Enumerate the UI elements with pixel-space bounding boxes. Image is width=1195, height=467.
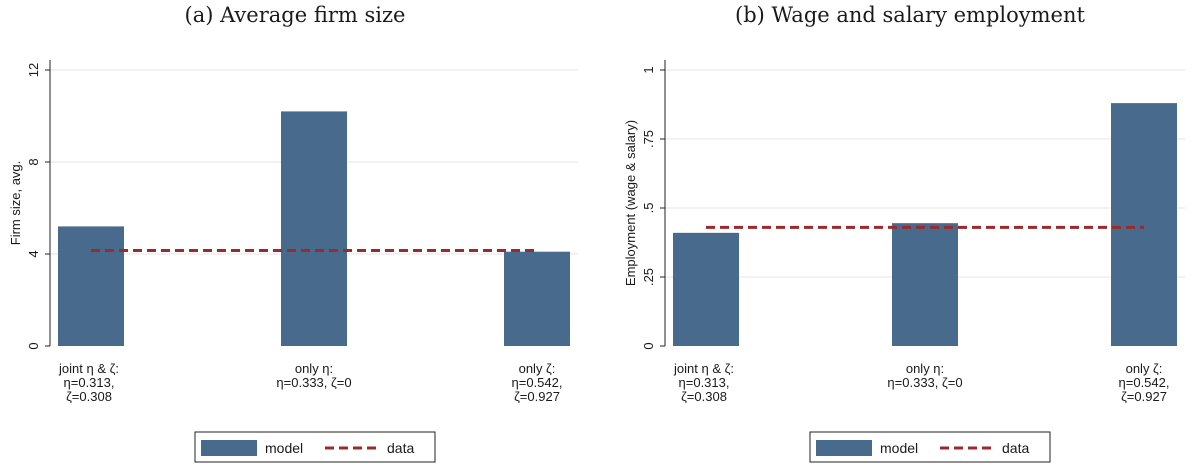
x-category-label: only ζ: (1126, 361, 1163, 376)
bar-3 (1111, 103, 1177, 347)
y-tick-label: 12 (26, 63, 41, 77)
x-category-label: ζ=0.927 (514, 389, 560, 404)
y-tick-label: 0 (641, 342, 656, 349)
x-category-label: only ζ: (519, 361, 556, 376)
x-category-label: ζ=0.308 (681, 389, 727, 404)
bar-2 (281, 111, 347, 347)
chart-panel-1: (a) Average firm size 0 4 8 12 Firm size, avg… (8, 3, 578, 463)
legend-swatch-model (816, 440, 872, 456)
bar-3 (504, 251, 570, 346)
x-category-label: η=0.333, ζ=0 (276, 375, 351, 390)
x-category-label: η=0.333, ζ=0 (887, 375, 962, 390)
x-category-label: only η: (295, 361, 333, 376)
legend-label-model: model (265, 440, 303, 456)
legend-swatch-model (201, 440, 257, 456)
x-category-label: η=0.313, (64, 375, 115, 390)
x-category-label: η=0.313, (679, 375, 730, 390)
legend-label-data: data (1002, 440, 1029, 456)
x-category-label: η=0.542, (512, 375, 563, 390)
y-tick-label: 0 (26, 342, 41, 349)
bar-1 (673, 232, 739, 346)
y-axis-label: Firm size, avg. (8, 161, 23, 246)
chart-panel-2: (b) Wage and salary employment 0 .25 .5 .75 1… (623, 3, 1185, 463)
legend-label-data: data (387, 440, 414, 456)
x-category-label: joint η & ζ: (673, 361, 734, 376)
legend-label-model: model (880, 440, 918, 456)
y-axis-label: Employment (wage & salary) (623, 120, 638, 286)
x-category-label: ζ=0.308 (66, 389, 112, 404)
chart-title: (a) Average firm size (185, 3, 406, 27)
x-category-label: only η: (906, 361, 944, 376)
y-tick-label: .75 (641, 130, 656, 148)
x-category-label: η=0.542, (1119, 375, 1170, 390)
y-tick-label: .25 (641, 268, 656, 286)
bar-2 (892, 223, 958, 346)
chart-title: (b) Wage and salary employment (735, 3, 1085, 27)
x-category-label: joint η & ζ: (58, 361, 119, 376)
y-tick-label: 8 (26, 158, 41, 165)
x-category-label: ζ=0.927 (1121, 389, 1167, 404)
y-tick-label: 1 (641, 66, 656, 73)
y-tick-label: 4 (26, 250, 41, 257)
y-tick-label: .5 (641, 203, 656, 214)
bar-1 (58, 226, 124, 346)
